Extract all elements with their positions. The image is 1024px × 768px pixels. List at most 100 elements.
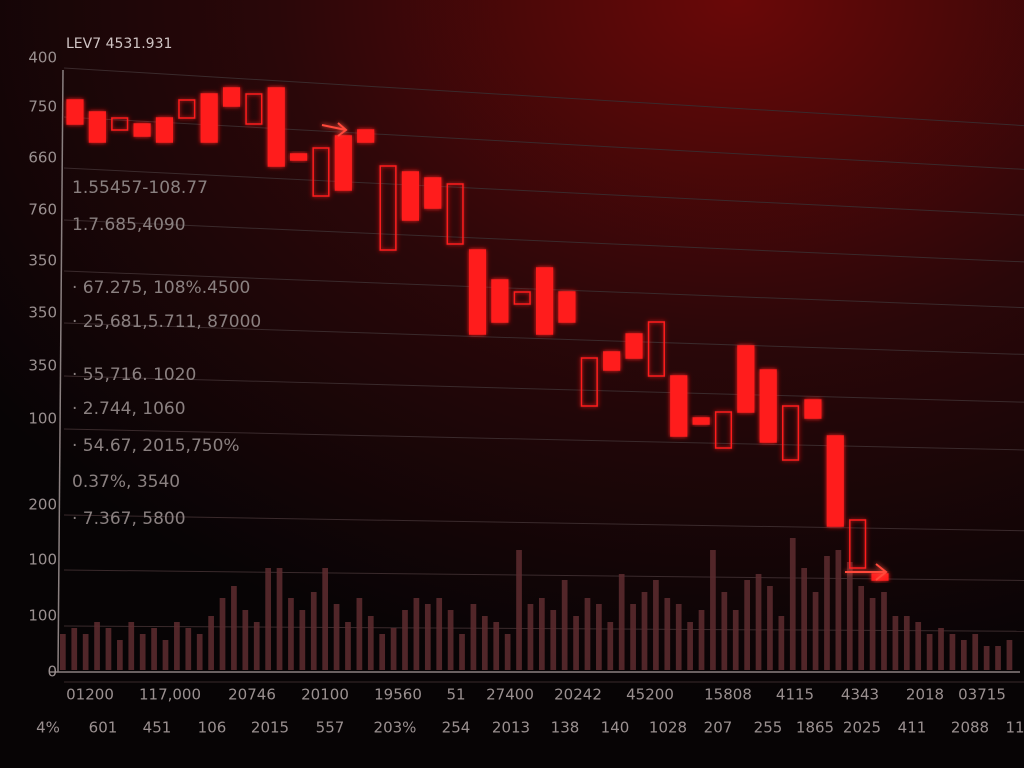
x-tick-label: 27400 [486,686,534,704]
candle-body [849,519,867,569]
volume-bar [242,610,249,670]
annotation: · 55,716. 1020 [72,365,196,385]
x-tick-label-2: 106 [198,719,227,737]
volume-bar [789,538,796,670]
volume-bar [835,550,842,670]
grid-line [63,428,1024,451]
candle-body [692,417,710,425]
volume-bar [117,640,123,670]
grid-line [63,219,1024,263]
candle-body [536,267,554,335]
volume-bar [162,640,169,670]
volume-bar [390,628,397,670]
volume-bar [744,580,750,670]
x-tick-label-2: 203% [374,719,417,737]
candle-body [759,369,777,443]
chart-title: LEV7 4531.931 [66,36,172,52]
x-tick-label-2: 2025 [843,719,881,737]
volume-bar [459,634,465,670]
y-tick-label: 750 [28,98,57,116]
candle-body [513,291,531,305]
volume-bar [630,604,636,670]
volume-bar [710,550,716,670]
x-tick-label: 51 [446,686,465,704]
volume-bar [253,622,260,670]
volume-bar [767,586,773,670]
annotation: · 7.367, 5800 [72,509,186,529]
volume-bar [82,634,89,670]
volume-bar [664,598,671,670]
candle-body [267,87,285,167]
volume-bar [972,634,979,670]
volume-bar [869,598,876,670]
arrow [845,563,888,581]
volume-bar [539,598,545,670]
grid-line [63,116,1024,170]
candle-body [804,399,822,419]
x-tick-label-2: 255 [754,719,783,737]
candle-body [401,171,419,221]
candle-body [580,357,598,407]
volume-bar [881,592,887,670]
x-tick-label-2: 254 [442,719,471,737]
volume-bar [892,616,899,670]
x-tick-label: 45200 [626,686,674,704]
volume-bar [983,646,990,670]
volume-bar [858,586,865,670]
volume-bar [333,604,340,670]
candle-body [446,183,464,245]
volume-bar [584,598,591,670]
x-tick-label: 20242 [554,686,602,704]
volume-bar [447,610,454,670]
y-axis [57,69,64,673]
grid-line [63,514,1024,532]
volume-bar [527,604,534,670]
candle-body [290,153,308,161]
volume-bar [1006,640,1013,670]
volume-bar [185,628,192,670]
grid-line [63,375,1024,403]
arrow [321,122,348,137]
volume-bar [71,628,78,670]
y-tick-label: 350 [28,357,57,375]
x-tick-label: 4115 [776,686,814,704]
volume-bar [675,604,682,670]
candle-body [647,321,665,377]
volume-bar [949,634,956,670]
volume-bar [926,634,933,670]
grid-line [63,569,1024,581]
candle-body [826,435,844,527]
candle-body [468,249,487,335]
volume-bar [824,556,830,670]
volume-bar [481,616,488,670]
volume-bar [367,616,374,670]
volume-bar [310,592,317,670]
candle-body [491,279,509,323]
volume-bar [345,622,351,670]
volume-bar [812,592,819,670]
candle-body [222,87,241,107]
volume-bar [915,622,922,670]
volume-bar [573,616,579,670]
volume-bar [721,592,728,670]
volume-bar [938,628,944,670]
volume-bar [550,610,557,670]
annotation: · 67.275, 108%.4500 [72,278,250,298]
candle-body [133,123,151,137]
y-tick-label: 400 [28,49,57,67]
volume-bar [995,646,1001,670]
y-tick-label: 100 [28,410,57,428]
candle-body [670,375,688,437]
x-tick-label-2: 601 [89,719,118,737]
volume-bar [516,550,522,670]
x-tick-label: 117,000 [139,686,201,704]
x-tick-label-2: 2013 [492,719,530,737]
volume-bar [94,622,100,670]
volume-bar [493,622,500,670]
volume-bar [128,622,135,670]
volume-bar [653,580,659,670]
x-tick-label-2: 411 [898,719,927,737]
volume-bar [139,634,146,670]
volume-bar [151,628,157,670]
